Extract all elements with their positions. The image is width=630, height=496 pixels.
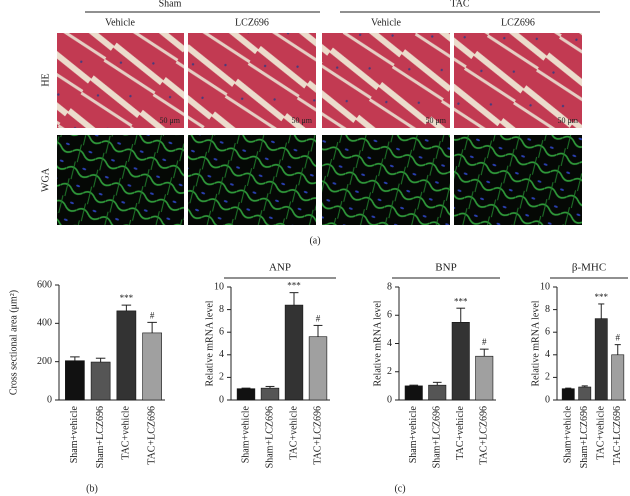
y-tick-label: 6: [219, 326, 224, 337]
y-tick-label: 10: [214, 281, 224, 292]
bar: [475, 355, 494, 401]
micrograph: [454, 33, 582, 128]
x-tick-label: Sham+LCZ696: [95, 406, 106, 468]
row-label: HE: [40, 73, 51, 86]
bar: [236, 388, 256, 401]
bar: [308, 336, 328, 401]
significance: #: [150, 310, 155, 320]
chart-title: ANP: [269, 262, 291, 274]
y-tick-label: 0: [47, 394, 52, 405]
x-tick-label: TAC+LCZ696: [312, 406, 323, 465]
x-tick-label: TAC+vehicle: [288, 405, 299, 459]
bar: [142, 332, 162, 401]
bar: [578, 386, 592, 401]
significance: #: [616, 333, 621, 343]
y-tick-label: 6: [387, 310, 392, 321]
significance: ***: [287, 281, 301, 291]
bar: [594, 318, 608, 401]
group-label: Sham: [159, 0, 182, 9]
bar: [428, 384, 447, 401]
y-tick-label: 600: [37, 279, 52, 290]
micrograph: [188, 135, 316, 225]
x-tick-label: Sham+vehicle: [563, 405, 574, 463]
x-tick-label: Sham+LCZ696: [432, 406, 443, 468]
y-tick-label: 4: [387, 338, 392, 349]
x-tick-label: TAC+LCZ696: [479, 406, 490, 465]
chart-title: BNP: [435, 262, 456, 274]
y-tick-label: 0: [545, 394, 550, 405]
y-axis-label: Relative mRNA level: [204, 300, 215, 386]
group-label: TAC: [450, 0, 470, 9]
y-tick-label: 2: [219, 372, 224, 383]
y-tick-label: 2: [545, 372, 550, 383]
bar: [116, 310, 137, 401]
bar: [90, 361, 111, 401]
x-tick-label: Sham+vehicle: [69, 405, 80, 463]
scale-bar: 50 μm: [557, 116, 578, 125]
y-tick-label: 0: [387, 394, 392, 405]
micrograph: [322, 135, 450, 225]
significance: ***: [595, 292, 609, 302]
y-tick-label: 10: [540, 281, 550, 292]
scale-bar: 50 μm: [159, 116, 180, 125]
row-label: WGA: [40, 167, 51, 192]
significance: ***: [120, 293, 134, 303]
x-tick-label: TAC+LCZ696: [612, 406, 623, 465]
column-label: LCZ696: [235, 17, 269, 28]
y-tick-label: 2: [387, 366, 392, 377]
column-label: Vehicle: [105, 17, 136, 28]
significance: ***: [454, 296, 468, 306]
x-tick-label: Sham+vehicle: [408, 405, 419, 463]
bar: [65, 360, 85, 401]
bar: [611, 354, 625, 401]
y-tick-label: 4: [545, 349, 550, 360]
y-tick-label: 400: [37, 318, 52, 329]
x-tick-label: TAC+vehicle: [121, 405, 132, 459]
y-axis-label: Relative mRNA level: [530, 300, 541, 386]
bar: [561, 388, 575, 401]
y-tick-label: 8: [387, 281, 392, 292]
significance: #: [316, 313, 321, 323]
y-tick-label: 8: [219, 304, 224, 315]
x-tick-label: Sham+LCZ696: [264, 406, 275, 468]
chart-title: β-MHC: [572, 262, 606, 274]
y-axis-label: Cross sectional area (μm²): [8, 290, 19, 395]
x-tick-label: Sham+LCZ696: [579, 406, 590, 468]
panel-label: (c): [394, 483, 405, 494]
bar: [284, 304, 304, 401]
micrograph: [57, 135, 184, 225]
micrograph: [454, 135, 582, 225]
bar: [451, 322, 470, 401]
significance: #: [482, 337, 487, 347]
x-tick-label: TAC+vehicle: [455, 405, 466, 459]
scale-bar: 50 μm: [291, 116, 312, 125]
y-tick-label: 200: [37, 356, 52, 367]
y-tick-label: 8: [545, 304, 550, 315]
micrograph: [57, 33, 184, 128]
micrograph: [188, 33, 316, 128]
y-tick-label: 4: [219, 349, 224, 360]
y-tick-label: 6: [545, 326, 550, 337]
micrograph: [322, 33, 450, 128]
scale-bar: 50 μm: [425, 116, 446, 125]
panel-label: (a): [309, 235, 320, 246]
y-axis-label: Relative mRNA level: [372, 300, 383, 386]
x-tick-label: TAC+vehicle: [596, 405, 607, 459]
panel-label: (b): [86, 483, 98, 494]
bar: [260, 387, 280, 401]
column-label: Vehicle: [371, 17, 402, 28]
bar: [404, 385, 423, 401]
x-tick-label: Sham+vehicle: [240, 405, 251, 463]
image-grid: Sham TAC Vehicle LCZ696 Vehicle LCZ696 H…: [40, 0, 600, 494]
x-tick-label: TAC+LCZ696: [146, 406, 157, 465]
column-label: LCZ696: [501, 17, 535, 28]
y-tick-label: 0: [219, 394, 224, 405]
